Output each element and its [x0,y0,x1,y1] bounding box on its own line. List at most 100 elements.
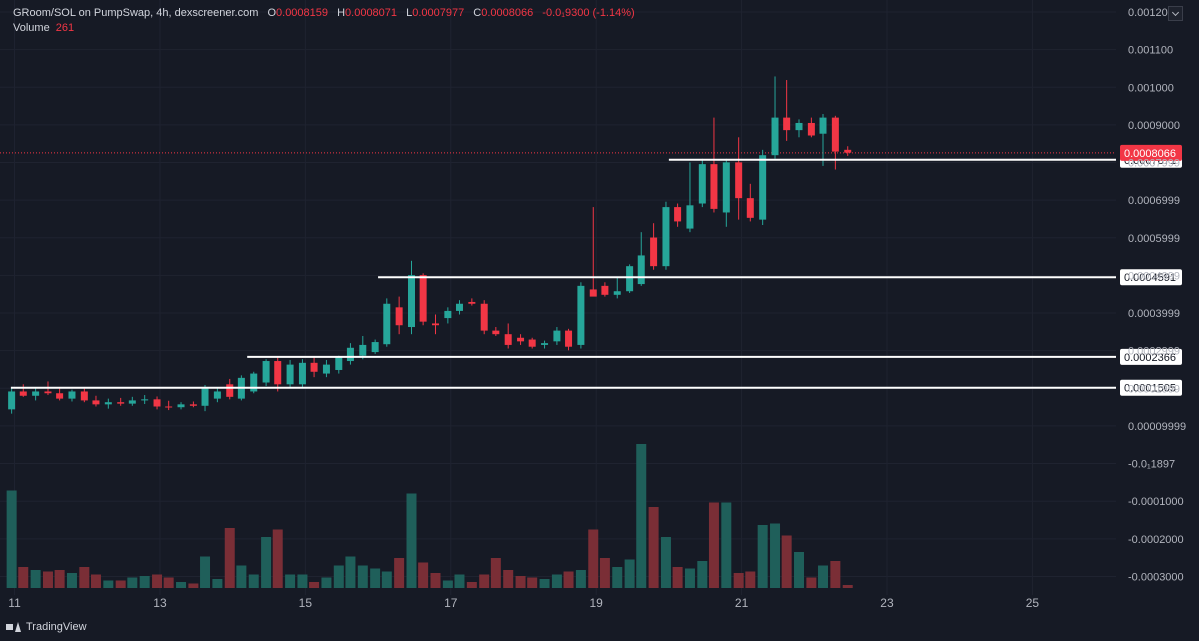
volume-bar [261,537,272,588]
candle-body [517,337,525,342]
volume-bar [66,573,77,588]
volume-bar [79,567,90,588]
volume-bar [321,577,332,588]
candle-body [80,391,88,401]
candle-body [68,391,76,399]
volume-bar [684,568,695,588]
volume-bar [733,573,744,588]
volume-bars [6,444,853,588]
volume-bar [248,574,259,588]
volume-bar [697,561,708,588]
legend-volume-label: Volume [13,22,50,34]
legend-title: GRoom/SOL on PumpSwap, 4h, dexscreener.c… [13,7,259,19]
candle-body [601,285,609,295]
volume-bar [806,577,817,588]
x-axis: 11 13 15 17 19 21 23 25 [8,596,1039,610]
volume-bar [163,577,174,588]
candle-body [8,391,16,410]
level-tag-bg [1120,348,1182,365]
y-tick-label: 0.0007999 [1128,158,1180,170]
legend-low: 0.0007977 [412,7,465,19]
volume-bar [152,574,163,588]
y-tick-label: -0.0002000 [1128,534,1184,546]
tradingview-brand-text: TradingView [26,621,87,633]
candle-body [322,364,330,374]
candle-body [250,373,258,392]
candle-body [153,399,161,407]
candle-body [710,164,718,209]
volume-bar [648,507,659,588]
legend-row-ohlc: GRoom/SOL on PumpSwap, 4h, dexscreener.c… [13,6,635,21]
candle-body [662,207,670,267]
volume-bar [236,565,247,588]
x-tick-label: 13 [153,596,167,610]
candle-body [844,149,852,153]
candle-body [56,393,64,399]
tradingview-logo: TradingView [6,621,87,633]
candle-body [565,330,573,347]
volume-bar [90,574,101,588]
candle-body [335,357,343,370]
y-tick-label: 0.001000 [1128,82,1174,94]
y-tick-label: 0.001200 [1128,7,1174,19]
volume-bar [394,558,405,588]
candle-body [419,275,427,322]
candle-body [783,117,791,131]
y-axis: 0.001200 0.001100 0.001000 0.0009000 0.00079… [1128,7,1186,583]
candle-body [831,117,839,152]
candle-body [626,266,634,292]
level-tag-label: 0.0002366 [1124,352,1176,364]
volume-bar [430,573,441,588]
candle-body [310,362,318,372]
volume-bar [551,574,562,588]
candle-body [650,237,658,267]
volume-bar [188,583,199,588]
candle-body [771,117,779,156]
volume-bar [842,585,853,588]
legend-high: 0.0008071 [345,7,398,19]
candle-body [819,117,827,134]
y-tick-label: 0.0005999 [1128,233,1180,245]
candle-body [117,402,125,404]
level-tag-label: 0.0004591 [1124,272,1176,284]
volume-bar [479,574,490,588]
candle-body [553,330,561,342]
y-tick-label: 0.0001999 [1128,383,1180,395]
candle-body [201,387,209,406]
volume-bar [212,579,223,588]
volume-bar [18,567,29,588]
volume-bar [818,565,829,588]
volume-bar [30,570,41,588]
y-tick-label: 0.0003999 [1128,308,1180,320]
candle-body [468,301,476,304]
volume-bar [672,567,683,588]
volume-bar [454,574,465,588]
volume-bar [127,577,138,588]
candle-body [444,310,452,319]
candle-body [177,404,185,408]
y-tick-label: 0.001100 [1128,45,1173,57]
x-tick-label: 21 [735,596,749,610]
y-tick-label: 0.0002999 [1128,346,1180,358]
volume-bar [527,577,538,588]
volume-bar [599,558,610,588]
candle-body [19,391,27,396]
candle-body [795,122,803,131]
candle-body [541,343,549,345]
y-tick-label: 0.0004999 [1128,270,1180,282]
tradingview-mark-icon [6,622,22,632]
horizontal-levels: 0.00078710.00045910.00023660.00015050.00… [10,144,1182,396]
y-tick-label: 0.00009999 [1128,421,1186,433]
candle-body [383,303,391,345]
y-tick-label: 0.0009000 [1128,120,1180,132]
last-price-tag-bg [1120,144,1182,161]
volume-bar [636,444,647,588]
x-tick-label: 11 [8,596,21,610]
volume-bar [224,528,235,588]
scroll-to-realtime-button[interactable] [1168,6,1183,21]
x-tick-label: 19 [589,596,603,610]
volume-bar [103,580,114,588]
volume-bar [418,562,429,588]
